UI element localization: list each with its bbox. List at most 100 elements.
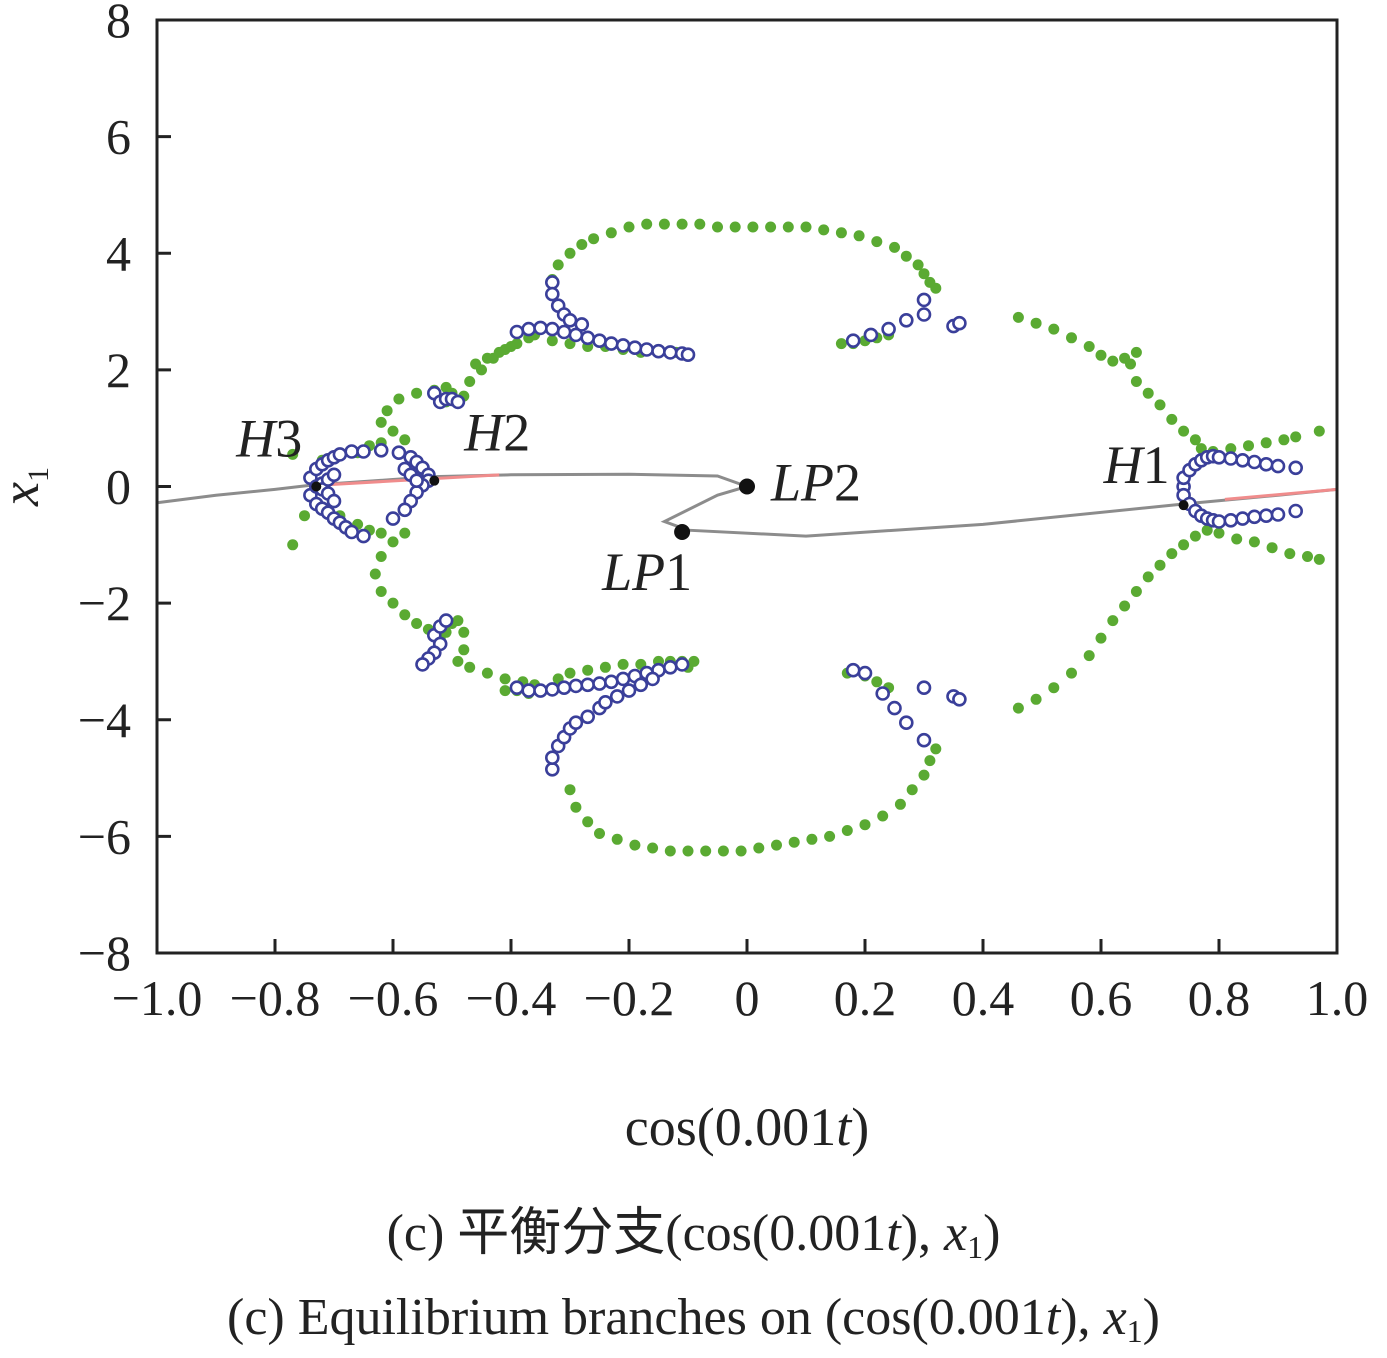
label-letters: H: [463, 403, 506, 463]
stable-point: [1066, 332, 1077, 344]
stable-point: [375, 527, 387, 539]
unstable-point: [574, 317, 590, 332]
unstable-point: [580, 709, 596, 725]
label-number: 3: [275, 409, 302, 469]
y-axis-label-var: x: [0, 482, 50, 507]
stable-point: [765, 221, 777, 233]
stable-point: [835, 338, 847, 350]
special-point-lp2: [739, 478, 755, 495]
unstable-point: [580, 677, 596, 693]
stable-point: [576, 239, 588, 250]
equilibrium-curve: [156, 472, 1338, 538]
stable-point: [1313, 425, 1325, 437]
stable-point: [582, 816, 594, 828]
stable-point: [658, 218, 670, 230]
stable-point: [617, 658, 629, 670]
unstable-point: [438, 613, 454, 628]
caption-cn-t: t: [886, 1205, 901, 1262]
unstable-point: [544, 286, 560, 302]
stable-point: [387, 425, 399, 437]
stable-point: [871, 676, 883, 688]
unstable-point: [344, 524, 360, 540]
stable-point: [505, 341, 517, 352]
y-tick-label: −4: [78, 692, 131, 748]
caption-en-t: t: [1045, 1289, 1061, 1346]
stable-point: [1290, 431, 1302, 443]
stable-point: [900, 250, 912, 262]
stable-point: [1083, 650, 1095, 662]
label-h3: H3: [235, 409, 302, 469]
stable-point: [399, 527, 411, 539]
unstable-point: [544, 761, 560, 777]
stable-point: [906, 784, 918, 796]
unstable-point: [1211, 449, 1227, 465]
caption-cn-end: ): [983, 1205, 1001, 1262]
unstable-point: [609, 689, 625, 704]
unstable-point: [881, 321, 896, 337]
caption-en-end: ): [1142, 1289, 1160, 1346]
stable-point: [1125, 358, 1136, 370]
stable-point: [1142, 571, 1154, 583]
stable-point: [1130, 586, 1142, 597]
stable-point: [676, 218, 688, 230]
stable-point: [1048, 323, 1060, 335]
stable-point: [1189, 530, 1201, 542]
y-tick-label: 6: [106, 109, 131, 165]
data-points: [287, 218, 1325, 857]
unstable-point: [863, 327, 879, 343]
stable-point: [871, 236, 883, 248]
unstable-point: [521, 321, 537, 337]
label-letters: H: [1103, 435, 1146, 495]
stable-point: [930, 282, 942, 294]
stable-point: [818, 224, 830, 236]
unstable-point: [952, 691, 967, 707]
stable-point: [499, 685, 511, 697]
unstable-point: [603, 336, 619, 351]
stable-point: [1142, 387, 1154, 399]
x-tick-label: 0: [735, 970, 760, 1026]
stable-point: [641, 218, 653, 230]
stable-point: [1154, 399, 1166, 411]
stable-point: [664, 845, 676, 857]
stable-point: [712, 221, 723, 233]
stable-point: [1260, 437, 1272, 449]
unstable-point: [898, 715, 914, 731]
stable-point: [1166, 548, 1178, 560]
special-point-lp1: [674, 523, 691, 540]
unstable-point: [533, 683, 548, 698]
stable-point: [735, 845, 747, 857]
unstable-point: [1288, 460, 1303, 476]
label-h1: H1: [1103, 435, 1170, 495]
unstable-point: [1211, 514, 1227, 529]
unstable-point: [544, 275, 560, 290]
label-number: 2: [834, 453, 861, 513]
unstable-point: [627, 340, 643, 356]
unstable-point: [509, 324, 525, 340]
y-axis-label: x1: [0, 467, 55, 507]
unstable-point: [598, 694, 613, 710]
special-point-h1: [1178, 500, 1189, 511]
stable-point: [464, 376, 476, 387]
unstable-point: [556, 324, 572, 340]
stable-point: [375, 551, 387, 562]
y-tick-label: 2: [106, 342, 131, 398]
unstable-point: [332, 447, 348, 462]
caption-en-mid: ),: [1060, 1289, 1104, 1346]
x-tick-label: −0.6: [348, 970, 439, 1026]
stable-point: [841, 825, 853, 836]
unstable-point: [639, 342, 655, 357]
stable-point: [369, 568, 381, 580]
stable-point: [470, 358, 482, 370]
caption-english: (c) Equilibrium branches on (cos(0.001t)…: [0, 1288, 1387, 1350]
unstable-point: [450, 394, 466, 410]
stable-point: [859, 819, 871, 831]
stable-point: [747, 221, 759, 233]
unstable-point: [1288, 503, 1303, 519]
label-number: 1: [665, 542, 692, 602]
stable-point: [1012, 311, 1024, 323]
stable-point: [623, 221, 635, 233]
unstable-point: [373, 442, 389, 458]
stable-point: [924, 755, 936, 767]
unstable-point: [651, 343, 666, 359]
